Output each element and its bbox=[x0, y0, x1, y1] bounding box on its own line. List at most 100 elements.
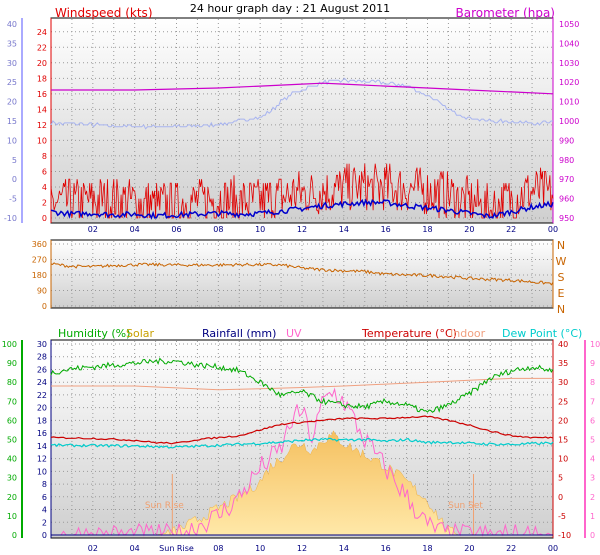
rainfall-tick-label: 20 bbox=[37, 404, 47, 413]
temperature-tick-label: 5 bbox=[558, 474, 563, 483]
barometer-tick-label: 950 bbox=[559, 214, 574, 223]
climate-x-tick-label: 14 bbox=[339, 544, 349, 553]
humidity-tick-label: 10 bbox=[7, 512, 17, 521]
windspeed-tick-label: 12 bbox=[37, 121, 47, 130]
windspeed-tick-label: 8 bbox=[42, 152, 47, 161]
compass-label: W bbox=[556, 255, 567, 268]
legend-dewpoint: Dew Point (°C) bbox=[502, 327, 582, 340]
sun-annotation: Sun Set bbox=[448, 501, 483, 511]
windspeed-tick-label: 0 bbox=[42, 214, 47, 223]
barometer-tick-label: 1020 bbox=[559, 78, 579, 87]
windspeed-tick-label: 6 bbox=[42, 167, 47, 176]
compass-label: E bbox=[558, 287, 565, 300]
outer-left-tick-label: -5 bbox=[9, 195, 17, 204]
legend-uv: UV bbox=[286, 327, 302, 340]
outer-light-series-line bbox=[50, 77, 553, 130]
windspeed-tick-label: 2 bbox=[42, 198, 47, 207]
temperature-tick-label: 10 bbox=[558, 455, 568, 464]
rainfall-tick-label: 0 bbox=[42, 531, 47, 540]
rainfall-tick-label: 2 bbox=[42, 518, 47, 527]
barometer-tick-label: 1030 bbox=[559, 59, 579, 68]
uv-tick-label: 9 bbox=[590, 359, 595, 368]
wind-x-tick-label: 06 bbox=[171, 225, 181, 234]
uv-tick-label: 3 bbox=[590, 474, 595, 483]
rainfall-tick-label: 12 bbox=[37, 455, 47, 464]
windspeed-tick-label: 10 bbox=[37, 136, 47, 145]
compass-label: N bbox=[557, 239, 565, 252]
wind-x-tick-label: 10 bbox=[255, 225, 265, 234]
windspeed-tick-label: 22 bbox=[37, 43, 47, 52]
humidity-tick-label: 20 bbox=[7, 493, 17, 502]
wind-x-tick-label: 12 bbox=[297, 225, 307, 234]
legend-humidity: Humidity (%) bbox=[58, 327, 130, 340]
uv-tick-label: 5 bbox=[590, 436, 595, 445]
climate-x-tick-label: 18 bbox=[422, 544, 432, 553]
outer-left-tick-label: 10 bbox=[7, 136, 17, 145]
uv-tick-label: 8 bbox=[590, 378, 595, 387]
barometer-tick-label: 1010 bbox=[559, 98, 579, 107]
windspeed-tick-label: 24 bbox=[37, 28, 47, 37]
humidity-tick-label: 50 bbox=[7, 436, 17, 445]
humidity-tick-label: 40 bbox=[7, 455, 17, 464]
legend-solar: Solar bbox=[126, 327, 155, 340]
outer-left-tick-label: 40 bbox=[7, 20, 17, 29]
barometer-tick-label: 960 bbox=[559, 195, 574, 204]
windspeed-series-line bbox=[50, 163, 554, 219]
wind-x-tick-label: 04 bbox=[130, 225, 140, 234]
temperature-tick-label: 30 bbox=[558, 378, 568, 387]
barometer-tick-label: 970 bbox=[559, 175, 574, 184]
humidity-tick-label: 100 bbox=[2, 340, 17, 349]
direction-tick-label: 0 bbox=[42, 302, 47, 311]
barometer-tick-label: 980 bbox=[559, 156, 574, 165]
rainfall-tick-label: 22 bbox=[37, 391, 47, 400]
humidity-tick-label: 0 bbox=[12, 531, 17, 540]
indoor-series-line bbox=[51, 377, 553, 391]
rainfall-tick-label: 30 bbox=[37, 340, 47, 349]
uv-tick-label: 6 bbox=[590, 416, 595, 425]
chart-marks: 024681012141618202224-10-505101520253035… bbox=[2, 18, 600, 553]
humidity-tick-label: 30 bbox=[7, 474, 17, 483]
humidity-tick-label: 90 bbox=[7, 359, 17, 368]
outer-left-tick-label: 0 bbox=[12, 175, 17, 184]
barometer-tick-label: 990 bbox=[559, 136, 574, 145]
wind-x-tick-label: 00 bbox=[548, 225, 558, 234]
wind-x-tick-label: 16 bbox=[381, 225, 391, 234]
temperature-tick-label: -10 bbox=[558, 531, 571, 540]
rainfall-tick-label: 16 bbox=[37, 429, 47, 438]
wind-x-tick-label: 08 bbox=[213, 225, 223, 234]
barometer-series-line bbox=[51, 82, 554, 95]
outer-left-tick-label: 5 bbox=[12, 156, 17, 165]
direction-tick-label: 180 bbox=[32, 271, 47, 280]
humidity-tick-label: 70 bbox=[7, 397, 17, 406]
barometer-tick-label: 1050 bbox=[559, 20, 579, 29]
temperature-series-line bbox=[50, 415, 554, 445]
average-wind-series-line bbox=[50, 198, 554, 220]
climate-x-tick-label: Sun Rise bbox=[159, 544, 194, 553]
climate-x-tick-label: 00 bbox=[548, 544, 558, 553]
legend-temperature: Temperature (°C) bbox=[361, 327, 457, 340]
humidity-series-line bbox=[50, 357, 554, 413]
dewpoint-series-line bbox=[50, 437, 554, 449]
graph-title: 24 hour graph day : 21 August 2011 bbox=[190, 2, 390, 15]
outer-left-tick-label: 25 bbox=[7, 78, 17, 87]
climate-x-tick-label: 20 bbox=[464, 544, 474, 553]
climate-x-tick-label: 02 bbox=[88, 544, 98, 553]
climate-x-tick-label: 12 bbox=[297, 544, 307, 553]
climate-x-tick-label: 16 bbox=[381, 544, 391, 553]
humidity-tick-label: 60 bbox=[7, 416, 17, 425]
temperature-tick-label: 40 bbox=[558, 340, 568, 349]
barometer-tick-label: 1000 bbox=[559, 117, 579, 126]
outer-left-tick-label: 30 bbox=[7, 59, 17, 68]
compass-label: S bbox=[558, 271, 565, 284]
uv-tick-label: 10 bbox=[590, 340, 600, 349]
sun-annotation: Sun Rise bbox=[145, 501, 184, 511]
rainfall-tick-label: 18 bbox=[37, 416, 47, 425]
wind-x-tick-label: 02 bbox=[88, 225, 98, 234]
rainfall-tick-label: 28 bbox=[37, 353, 47, 362]
temperature-tick-label: 20 bbox=[558, 416, 568, 425]
rainfall-tick-label: 14 bbox=[37, 442, 47, 451]
uv-tick-label: 0 bbox=[590, 531, 595, 540]
wind-x-tick-label: 20 bbox=[464, 225, 474, 234]
outer-left-tick-label: -10 bbox=[4, 214, 17, 223]
